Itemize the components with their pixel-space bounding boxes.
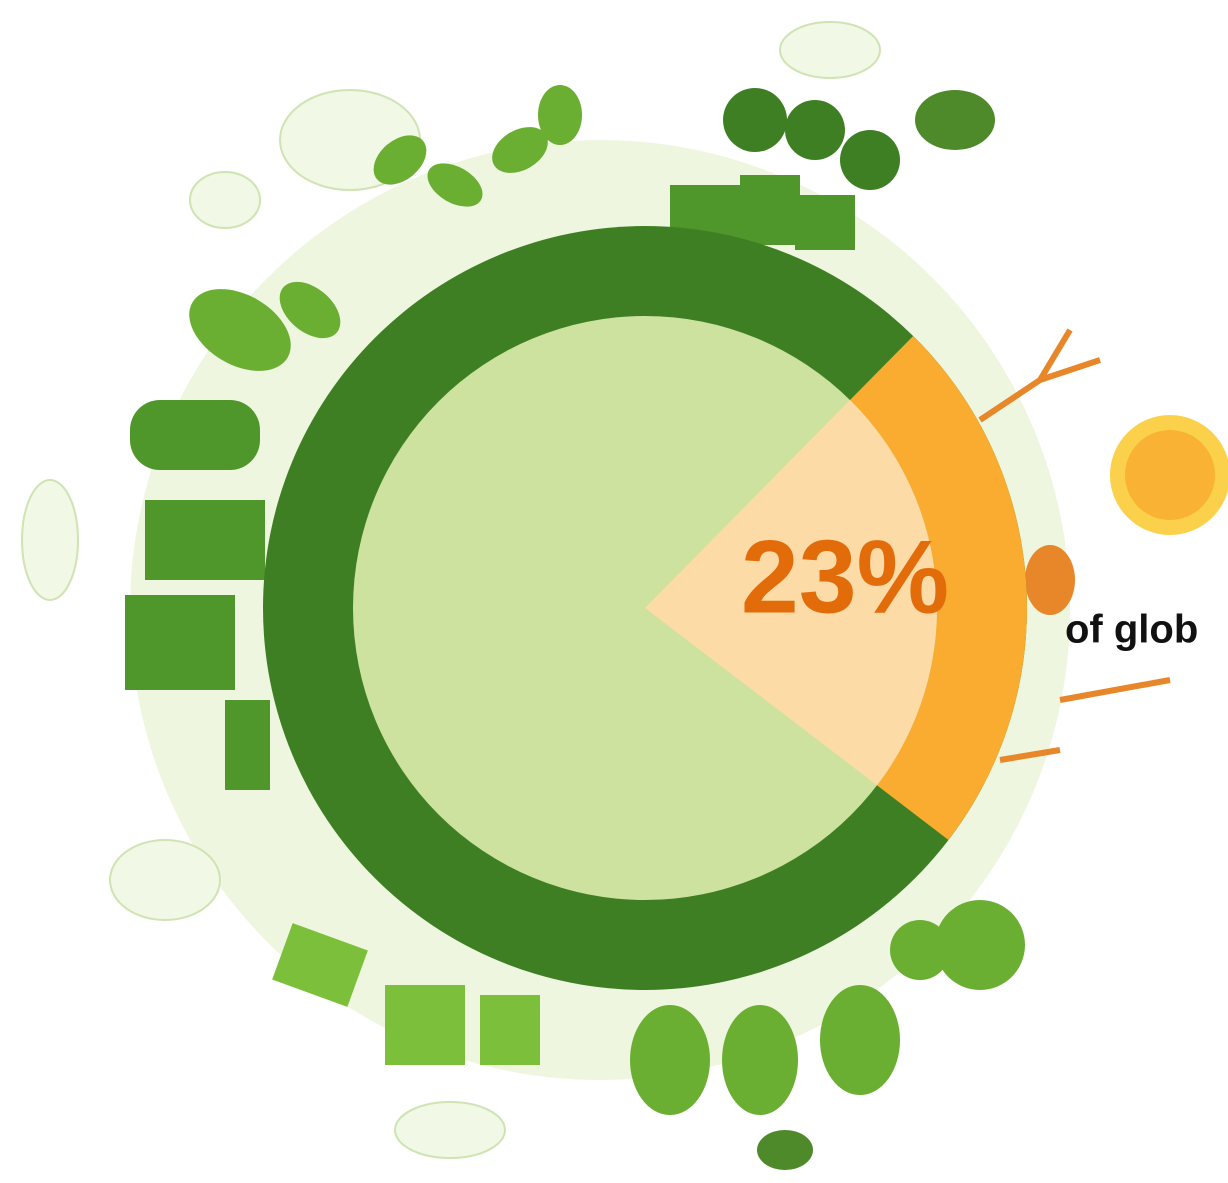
dry-bush xyxy=(1025,545,1075,615)
rain-cloud xyxy=(757,1130,813,1170)
pie-slice-inner xyxy=(645,400,937,786)
buildings xyxy=(125,88,900,1065)
dry-tree xyxy=(978,328,1171,763)
annotation: of glob xyxy=(1065,608,1198,652)
clouds xyxy=(21,21,881,1159)
value-label: 23% xyxy=(741,519,949,635)
rain-cloud xyxy=(915,90,995,150)
leaves xyxy=(189,85,1025,1115)
pie xyxy=(353,316,1027,900)
sun xyxy=(1110,415,1228,535)
